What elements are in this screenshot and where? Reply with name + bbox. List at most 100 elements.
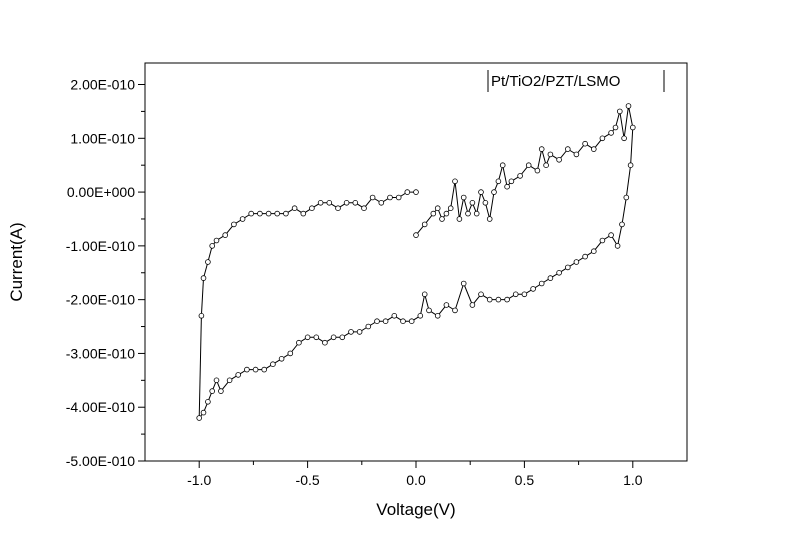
data-point xyxy=(504,183,510,190)
data-point xyxy=(265,210,272,217)
data-point xyxy=(313,334,320,341)
data-point xyxy=(538,146,545,152)
data-point xyxy=(434,312,441,319)
x-axis: -1.0 -0.5 0.0 0.5 1.0 xyxy=(187,461,643,488)
data-point xyxy=(365,323,372,330)
data-point xyxy=(239,216,246,222)
data-point xyxy=(274,210,281,217)
series-layer xyxy=(196,103,636,421)
legend: Pt/TiO2/PZT/LSMO xyxy=(487,70,665,92)
data-point xyxy=(619,221,625,228)
data-point xyxy=(378,200,385,206)
y-tick-label: -1.00E-010 xyxy=(66,238,135,254)
data-point xyxy=(434,205,441,212)
y-axis-label: Current(A) xyxy=(7,222,26,301)
data-point xyxy=(530,286,536,292)
data-point xyxy=(521,291,528,298)
data-point xyxy=(278,355,285,362)
data-point xyxy=(395,194,402,201)
data-point xyxy=(248,210,255,217)
data-point xyxy=(218,388,224,394)
data-point xyxy=(330,334,337,341)
data-point xyxy=(556,269,562,276)
data-point xyxy=(209,243,216,249)
data-point xyxy=(491,189,497,195)
data-point xyxy=(231,221,237,228)
data-point xyxy=(469,200,476,206)
data-point xyxy=(564,146,571,152)
data-point xyxy=(343,200,350,206)
data-point xyxy=(244,366,250,373)
data-point xyxy=(627,162,634,169)
y-tick-label: 0.00E+000 xyxy=(67,184,135,200)
data-point xyxy=(486,296,493,303)
data-point xyxy=(413,189,419,195)
data-point xyxy=(452,307,458,314)
data-point xyxy=(205,398,211,405)
y-tick-label: -5.00E-010 xyxy=(66,453,135,469)
data-point xyxy=(616,108,623,115)
data-point xyxy=(361,205,367,212)
legend-entry: Pt/TiO2/PZT/LSMO xyxy=(491,73,620,90)
data-point xyxy=(495,178,502,185)
data-point xyxy=(564,264,571,271)
data-point xyxy=(400,318,406,325)
data-point xyxy=(209,388,216,394)
data-point xyxy=(582,140,588,147)
x-tick-label: 1.0 xyxy=(623,472,643,488)
data-point xyxy=(213,237,220,244)
data-point xyxy=(590,248,597,255)
data-point xyxy=(348,329,354,335)
data-point xyxy=(339,334,346,341)
data-point xyxy=(456,216,463,222)
data-point xyxy=(222,232,229,238)
data-point xyxy=(352,200,359,206)
x-tick-label: 0.0 xyxy=(406,472,426,488)
x-tick-label: 0.5 xyxy=(515,472,535,488)
data-point xyxy=(465,210,471,217)
y-axis: 2.00E-010 1.00E-010 0.00E+000 -1.00E-010 -2.… xyxy=(66,77,145,469)
data-point xyxy=(252,366,259,373)
data-point xyxy=(614,243,621,249)
data-point xyxy=(547,275,554,281)
y-tick-label: 1.00E-010 xyxy=(70,130,135,146)
data-point xyxy=(382,318,389,325)
data-point xyxy=(478,291,484,298)
data-point xyxy=(460,280,467,287)
data-point xyxy=(326,200,333,206)
data-point xyxy=(547,151,554,158)
data-point xyxy=(625,103,632,109)
data-point xyxy=(573,151,580,158)
data-point xyxy=(556,157,562,163)
data-point xyxy=(261,366,268,373)
data-point xyxy=(200,275,207,281)
data-point xyxy=(205,259,211,265)
y-tick-label: -2.00E-010 xyxy=(66,292,135,308)
data-point xyxy=(196,415,203,421)
data-point xyxy=(374,318,380,325)
data-point xyxy=(599,135,606,142)
y-tick-label: -4.00E-010 xyxy=(66,399,135,415)
data-point xyxy=(538,280,545,287)
data-point xyxy=(495,296,502,303)
data-point xyxy=(447,205,454,212)
data-point xyxy=(582,253,588,260)
data-point xyxy=(426,307,432,314)
data-point xyxy=(499,162,506,169)
data-point xyxy=(408,318,415,325)
data-point xyxy=(478,189,484,195)
y-tick-label: 2.00E-010 xyxy=(70,77,135,93)
data-point xyxy=(296,339,302,346)
data-point xyxy=(443,210,450,217)
data-point xyxy=(335,205,341,212)
data-point xyxy=(270,361,276,368)
data-point xyxy=(369,194,376,201)
data-point xyxy=(508,178,515,185)
data-point xyxy=(590,146,597,152)
data-point xyxy=(300,210,307,217)
data-point xyxy=(608,232,614,238)
data-point xyxy=(612,124,619,131)
x-axis-label: Voltage(V) xyxy=(376,500,455,519)
data-point xyxy=(198,312,205,319)
